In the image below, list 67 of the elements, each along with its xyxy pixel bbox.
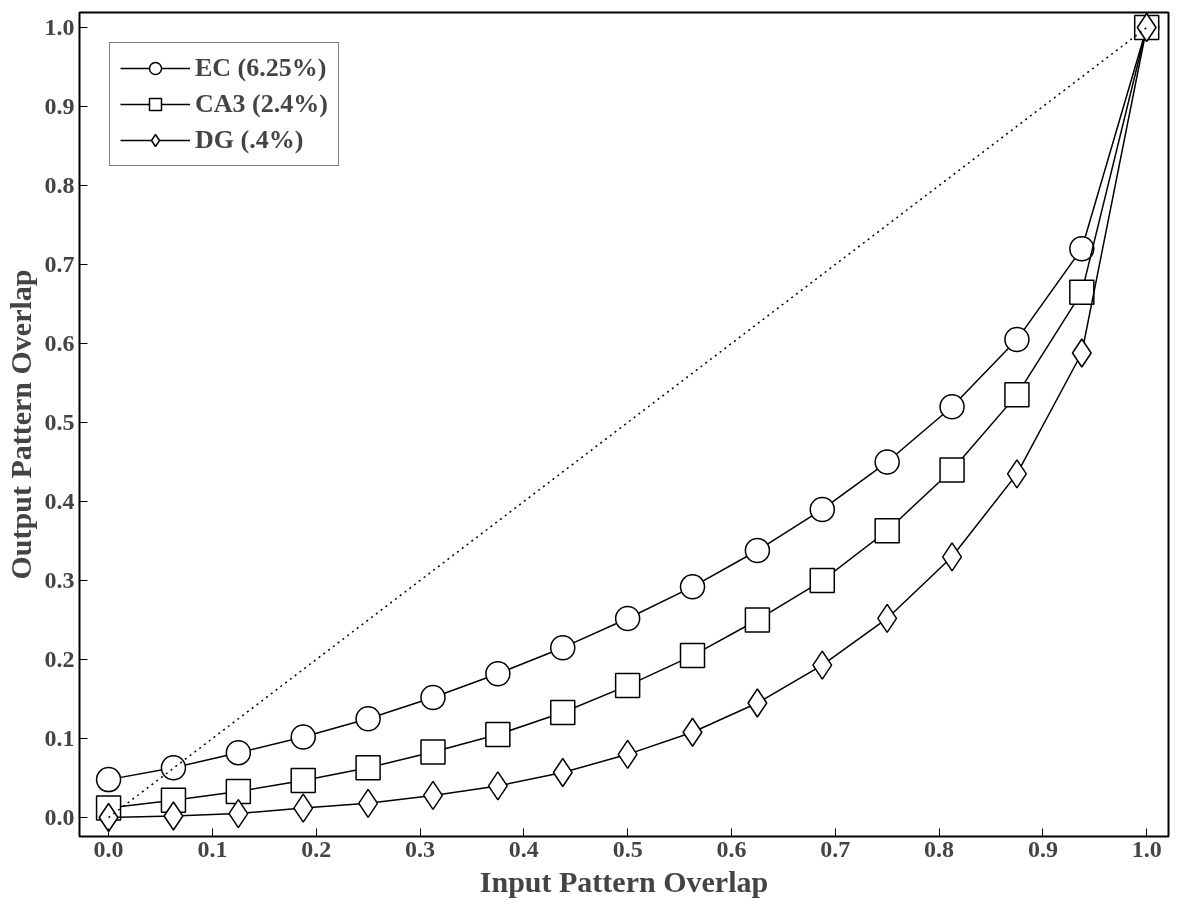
x-tick-label: 1.0 (1131, 835, 1162, 862)
point (225, 740, 252, 766)
point (874, 449, 900, 475)
point (225, 778, 252, 805)
y-tick-label: 0.5 (44, 409, 75, 436)
point (290, 767, 316, 794)
point (1069, 279, 1095, 305)
x-tick-label: 0.7 (820, 835, 851, 862)
y-tick-label: 0.3 (44, 567, 75, 594)
legend-label: DG (.4%) (195, 125, 304, 155)
point (1004, 326, 1030, 353)
point (485, 721, 511, 748)
point (1004, 382, 1030, 408)
x-tick-label: 0.8 (924, 835, 955, 862)
legend-label: EC (6.25%) (195, 53, 327, 83)
x-tick-label: 0.6 (716, 835, 747, 862)
point (747, 688, 768, 718)
x-axis-title: Input Pattern Overlap (479, 864, 769, 898)
y-tick-label: 0.0 (44, 804, 75, 831)
y-tick-label: 0.4 (44, 488, 75, 515)
y-tick-label: 0.9 (44, 93, 75, 120)
x-tick-label: 0.3 (405, 835, 436, 862)
point (744, 537, 771, 564)
point (1071, 338, 1092, 368)
point (160, 755, 187, 781)
point (550, 699, 576, 726)
point (614, 605, 641, 632)
point (682, 717, 703, 747)
x-tick-label: 0.1 (197, 835, 228, 862)
point (487, 771, 508, 801)
y-tick-label: 0.2 (44, 646, 75, 673)
point (679, 642, 706, 669)
point (420, 739, 446, 765)
point (744, 607, 771, 633)
point (290, 724, 316, 750)
y-tick-label: 1.0 (44, 14, 75, 41)
point (95, 766, 122, 793)
point (1006, 459, 1028, 489)
y-tick-label: 0.7 (44, 251, 75, 278)
point (355, 755, 381, 781)
x-tick-label: 0.2 (301, 835, 332, 862)
point (1069, 235, 1095, 262)
point (874, 518, 900, 544)
x-tick-label: 0.4 (508, 835, 539, 862)
x-tick-label: 0.5 (612, 835, 643, 862)
point (679, 574, 706, 600)
point (485, 661, 511, 687)
point (614, 672, 641, 699)
point (420, 684, 446, 711)
point (550, 634, 576, 661)
point (812, 650, 833, 680)
y-tick-label: 0.1 (44, 725, 75, 752)
x-tick-label: 0.0 (93, 835, 124, 862)
y-axis-title: Output Pattern Overlap (3, 269, 37, 580)
point (163, 801, 184, 831)
point (941, 542, 963, 572)
point (422, 780, 444, 811)
point (809, 567, 836, 594)
x-tick-label: 0.9 (1027, 835, 1058, 862)
point (809, 496, 836, 523)
legend-label: CA3 (2.4%) (195, 89, 328, 119)
point (939, 394, 965, 420)
point (355, 706, 381, 732)
point (939, 457, 965, 483)
y-tick-label: 0.6 (44, 330, 75, 357)
y-tick-label: 0.8 (44, 172, 75, 199)
point (293, 793, 314, 823)
